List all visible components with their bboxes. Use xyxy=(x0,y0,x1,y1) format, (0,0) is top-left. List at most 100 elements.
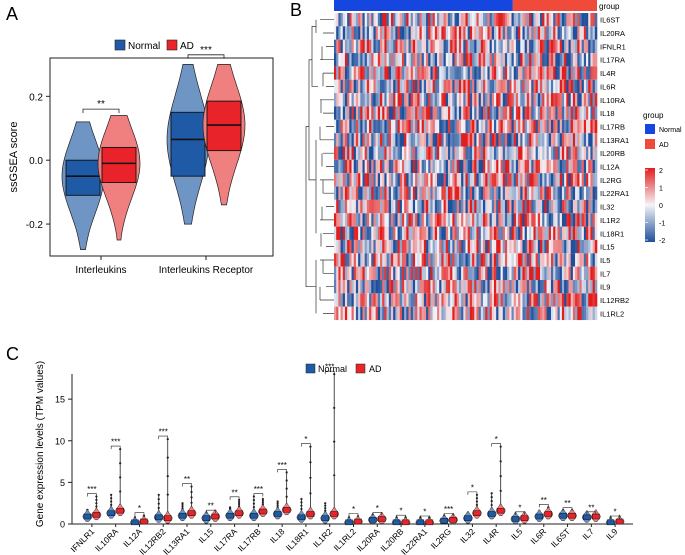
heatmap-cell xyxy=(349,79,352,94)
heatmap-cell xyxy=(526,186,530,200)
heatmap-cell xyxy=(384,293,387,307)
heatmap-cell xyxy=(469,133,473,147)
heatmap-cell xyxy=(445,39,449,54)
heatmap-cell xyxy=(382,199,385,214)
box-body xyxy=(187,510,196,516)
heatmap-cell xyxy=(441,226,444,240)
significance-stars: *** xyxy=(111,438,120,447)
heatmap-cell xyxy=(373,79,376,94)
heatmap-cell xyxy=(450,253,453,267)
significance-bracket: *** xyxy=(158,428,169,440)
heatmap-cell xyxy=(456,53,460,67)
heatmap-cell xyxy=(360,119,363,134)
heatmap-cell xyxy=(592,173,596,187)
heatmap-cell xyxy=(360,66,363,80)
heatmap-cell xyxy=(336,106,339,120)
heatmap-cell xyxy=(550,39,554,54)
heatmap-cell xyxy=(419,253,422,267)
heatmap-cell xyxy=(480,159,484,174)
gene-violin-normal xyxy=(177,502,188,521)
heatmap-cell xyxy=(568,226,571,240)
heatmap-cell xyxy=(586,39,589,54)
panel-c-xtick-label: IL20RA xyxy=(355,526,382,553)
heatmap-cell xyxy=(540,226,543,240)
heatmap-cell xyxy=(377,106,381,120)
heatmap-cell xyxy=(415,133,418,147)
heatmap-cell xyxy=(362,79,365,94)
heatmap-cell xyxy=(408,213,412,227)
heatmap-cell xyxy=(428,213,431,227)
heatmap-cell xyxy=(504,66,508,80)
heatmap-cell xyxy=(443,226,447,240)
heatmap-cell xyxy=(559,186,563,200)
heatmap-cell xyxy=(397,106,401,120)
box-body xyxy=(226,512,234,519)
heatmap-cell xyxy=(504,79,508,94)
heatmap-cell xyxy=(377,133,381,147)
heatmap-cell xyxy=(476,119,479,134)
heatmap-cell xyxy=(443,13,447,27)
heatmap-cell xyxy=(401,239,405,254)
heatmap-cell xyxy=(458,119,462,134)
heatmap-cell xyxy=(496,93,499,107)
heatmap-cell xyxy=(581,280,585,294)
heatmap-cell xyxy=(443,119,447,134)
heatmap-cell xyxy=(586,79,589,94)
heatmap-cell xyxy=(509,133,512,147)
heatmap-cell xyxy=(430,186,433,200)
heatmap-cell xyxy=(364,119,368,134)
heatmap-cell xyxy=(483,39,486,54)
heatmap-cell xyxy=(483,106,486,120)
heatmap-cell xyxy=(509,199,512,214)
heatmap-cell xyxy=(467,133,471,147)
heatmap-cell xyxy=(450,239,453,254)
heatmap-cell xyxy=(408,226,412,240)
heatmap-cell xyxy=(353,133,357,147)
heatmap-row-label: IL17RA xyxy=(600,56,625,65)
heatmap-cell xyxy=(557,13,561,27)
heatmap-cell xyxy=(428,239,431,254)
heatmap-cell xyxy=(358,146,361,160)
heatmap-cell xyxy=(458,13,462,27)
heatmap-cell xyxy=(588,119,591,134)
heatmap-cell xyxy=(393,93,396,107)
heatmap-cell xyxy=(568,293,571,307)
heatmap-cell xyxy=(476,159,479,174)
heatmap-cell xyxy=(388,119,392,134)
heatmap-cell xyxy=(513,119,517,134)
heatmap-cell xyxy=(434,93,438,107)
heatmap-cell xyxy=(430,266,433,280)
heatmap-cell xyxy=(406,213,409,227)
heatmap-cell xyxy=(570,173,574,187)
heatmap-cell xyxy=(445,119,449,134)
heatmap-cell xyxy=(546,39,550,54)
heatmap-cell xyxy=(485,119,488,134)
significance-stars: *** xyxy=(325,363,334,372)
heatmap-cell xyxy=(478,266,482,280)
heatmap-cell xyxy=(342,266,346,280)
heatmap-cell xyxy=(437,93,440,107)
heatmap-cell xyxy=(531,239,534,254)
heatmap-cell xyxy=(349,186,352,200)
heatmap-cell xyxy=(347,186,350,200)
heatmap-cell xyxy=(566,93,569,107)
heatmap-cell xyxy=(351,133,355,147)
heatmap-row-label: IL20RA xyxy=(600,29,625,38)
heatmap-cell xyxy=(485,53,488,67)
heatmap-cell xyxy=(498,106,501,120)
heatmap-cell xyxy=(342,93,346,107)
heatmap-cell xyxy=(362,26,365,40)
box-body xyxy=(297,514,306,521)
heatmap-cell xyxy=(456,119,460,134)
heatmap-cell xyxy=(417,226,420,240)
heatmap-cell xyxy=(570,26,574,40)
heatmap-cell xyxy=(469,239,473,254)
heatmap-cell xyxy=(388,173,392,187)
heatmap-cell xyxy=(476,226,479,240)
heatmap-cell xyxy=(373,253,376,267)
heatmap-cell xyxy=(476,280,479,294)
heatmap-cell xyxy=(461,226,464,240)
heatmap-cell xyxy=(410,13,414,27)
heatmap-cell xyxy=(439,199,442,214)
outlier-point xyxy=(228,506,232,509)
